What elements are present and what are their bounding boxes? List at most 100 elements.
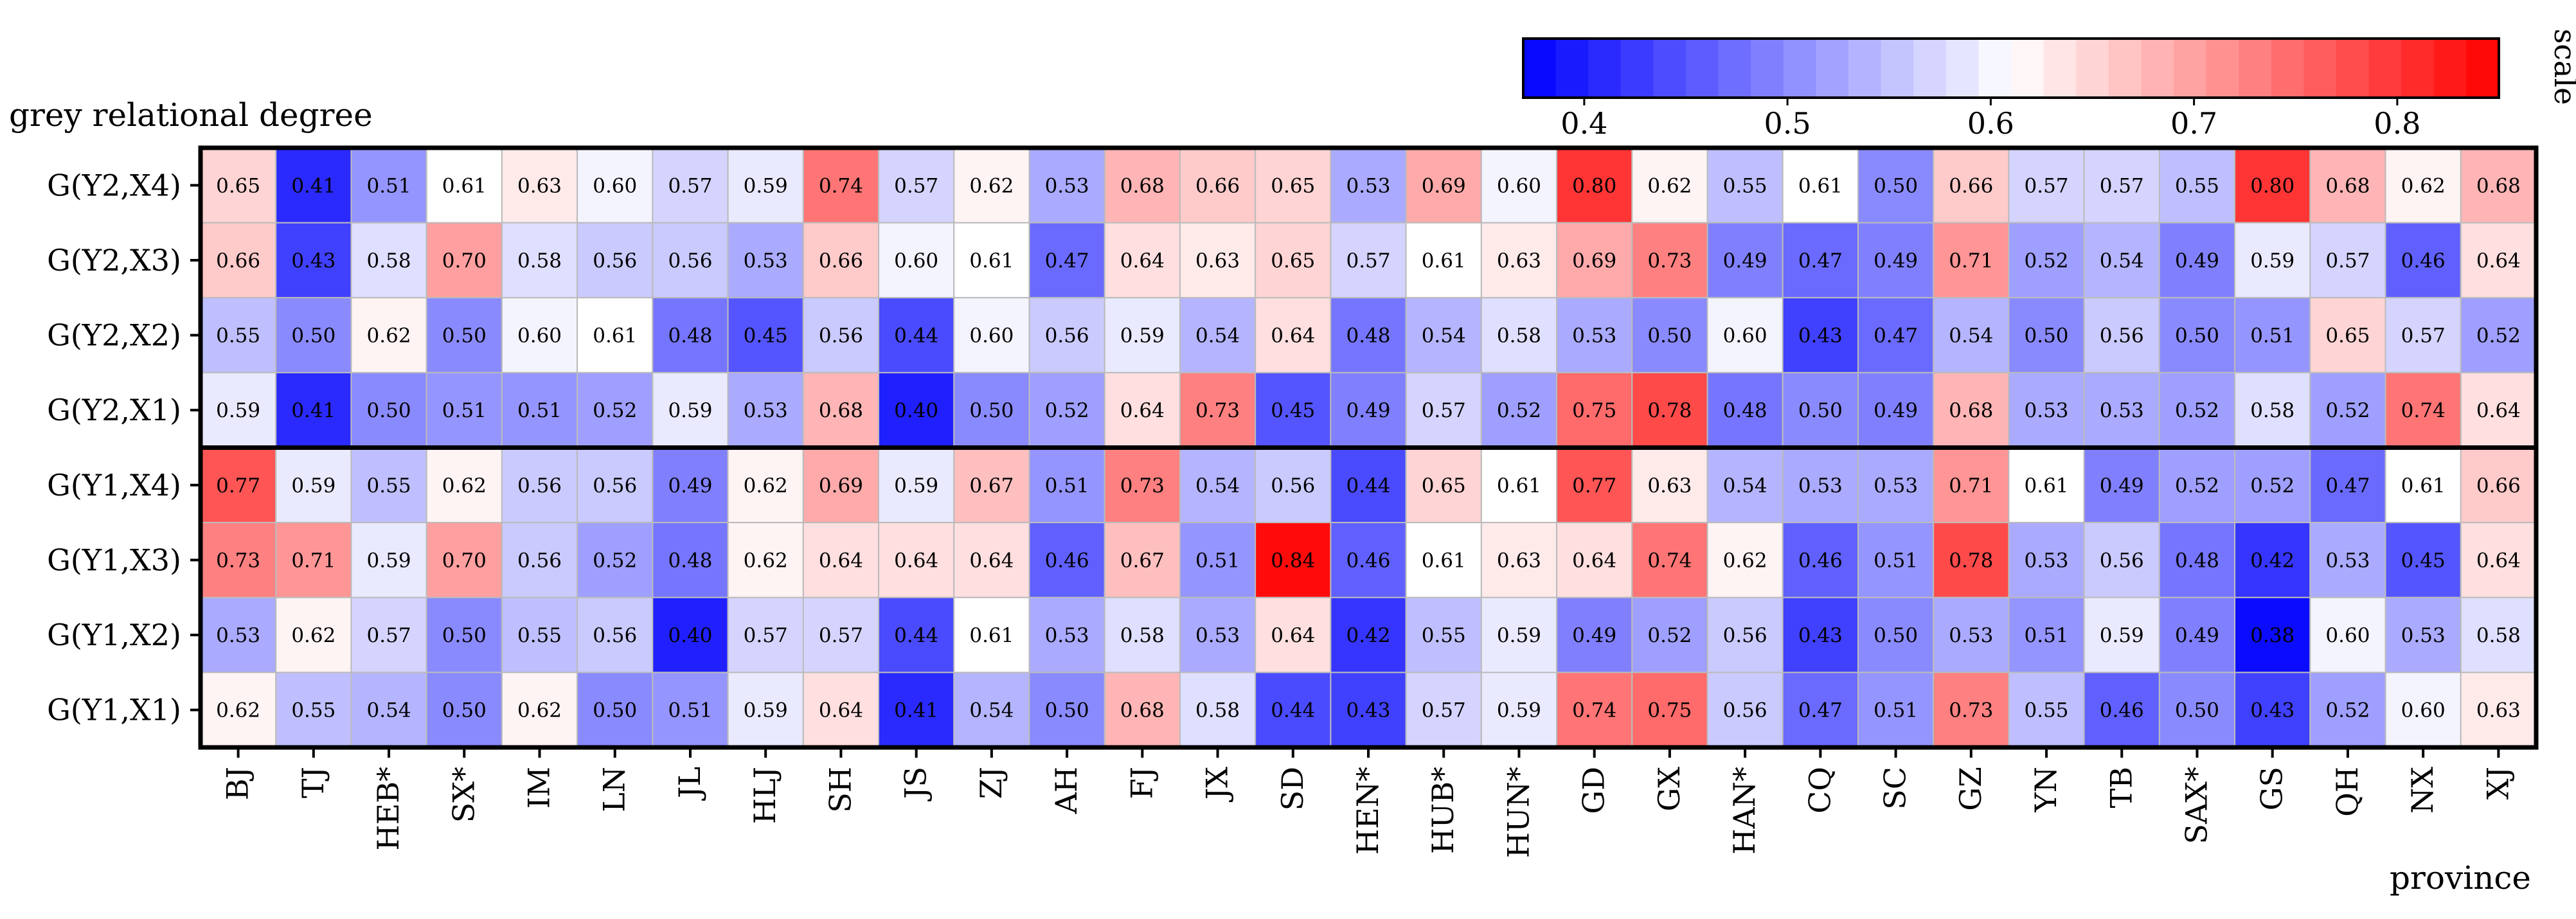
colorbar-tick-label: 0.8	[2374, 106, 2420, 141]
column-label: JL	[672, 767, 707, 801]
colorbar-segment	[2271, 39, 2304, 98]
cell-value-label: 0.54	[1195, 325, 1240, 348]
cell-value-label: 0.60	[1497, 174, 1541, 197]
heatmap-cell	[2384, 297, 2462, 373]
cell-value-label: 0.48	[2175, 549, 2219, 572]
cell-value-label: 0.56	[593, 624, 637, 647]
heatmap-cell	[2008, 222, 2085, 299]
heatmap-cell	[425, 447, 503, 524]
cell-value-label: 0.53	[1798, 474, 1843, 497]
heatmap-cell	[501, 672, 578, 749]
heatmap-cell	[1405, 371, 1482, 449]
cell-value-label: 0.58	[2476, 624, 2521, 647]
cell-value-label: 0.53	[1045, 174, 1089, 197]
cell-value-label: 0.41	[291, 174, 335, 197]
cell-value-label: 0.55	[1723, 174, 1767, 197]
row-label: G(Y1,X1)	[47, 693, 181, 727]
colorbar-segment	[1653, 39, 1686, 98]
heatmap-cell	[1179, 672, 1257, 749]
column-label: CQ	[1802, 767, 1837, 814]
cell-value-label: 0.50	[2175, 325, 2219, 348]
cell-value-label: 0.52	[1647, 624, 1692, 647]
cell-value-label: 0.70	[442, 249, 487, 272]
cell-value-label: 0.56	[819, 325, 863, 348]
cell-value-label: 0.58	[1120, 624, 1165, 647]
colorbar-segment	[1620, 39, 1654, 98]
heatmap-cell	[1255, 672, 1332, 749]
colorbar-segment	[1783, 39, 1816, 98]
heatmap-cell	[1782, 297, 1859, 373]
heatmap-cell	[1480, 371, 1558, 449]
cell-value-label: 0.46	[1346, 549, 1390, 572]
heatmap-cell	[1631, 596, 1708, 674]
cell-value-label: 0.63	[517, 174, 562, 197]
cell-value-label: 0.53	[1874, 474, 1918, 497]
cell-value-label: 0.60	[969, 325, 1014, 348]
row-label: G(Y2,X2)	[47, 318, 181, 353]
cell-value-label: 0.49	[668, 474, 712, 497]
row-label: G(Y2,X4)	[47, 168, 181, 202]
cell-value-label: 0.64	[1271, 624, 1315, 647]
cell-value-label: 0.51	[1045, 474, 1089, 497]
cell-value-label: 0.62	[517, 699, 562, 722]
heatmap-cell	[1255, 297, 1332, 373]
cell-value-label: 0.53	[1949, 624, 1993, 647]
heatmap-cell	[652, 596, 729, 674]
heatmap-cell	[1330, 371, 1407, 449]
cell-value-label: 0.69	[1422, 174, 1466, 197]
column-label: JX	[1200, 767, 1235, 802]
heatmap-cell	[2158, 447, 2236, 524]
cell-value-label: 0.41	[291, 399, 335, 422]
cell-value-label: 0.58	[1195, 699, 1240, 722]
colorbar-segment	[2239, 39, 2272, 98]
column-label: IM	[522, 767, 557, 808]
heatmap-cell	[1933, 447, 2010, 524]
heatmap-cell	[727, 297, 804, 373]
heatmap-cell	[1405, 522, 1482, 598]
heatmap-cell	[2158, 222, 2236, 299]
heatmap-cell	[1179, 147, 1257, 224]
cell-value-label: 0.46	[2401, 249, 2446, 272]
cell-value-label: 0.53	[2025, 399, 2069, 422]
heatmap-cell	[1857, 147, 1935, 224]
heatmap-cell	[1631, 222, 1708, 299]
cell-value-label: 0.53	[1195, 624, 1240, 647]
cell-value-label: 0.42	[1346, 624, 1390, 647]
cell-value-label: 0.63	[1195, 249, 1240, 272]
x-axis-label: province	[2390, 859, 2531, 897]
cell-value-label: 0.66	[2476, 474, 2521, 497]
heatmap-cell	[2008, 596, 2085, 674]
cell-value-label: 0.50	[291, 325, 335, 348]
heatmap-cell	[350, 371, 427, 449]
cell-value-label: 0.53	[744, 249, 788, 272]
cell-value-label: 0.58	[367, 249, 411, 272]
cell-value-label: 0.46	[1045, 549, 1089, 572]
cell-value-label: 0.53	[2401, 624, 2446, 647]
row-label: G(Y2,X1)	[47, 393, 181, 427]
cell-value-label: 0.68	[1120, 174, 1165, 197]
colorbar-segment	[1686, 39, 1719, 98]
heatmap-cell	[1255, 147, 1332, 224]
cell-value-label: 0.84	[1271, 549, 1315, 572]
heatmap-cell	[1556, 222, 1633, 299]
colorbar-tick-label: 0.6	[1967, 106, 2014, 141]
cell-value-label: 0.66	[1195, 174, 1240, 197]
cell-value-label: 0.57	[668, 174, 712, 197]
column-label: HEN*	[1350, 767, 1385, 855]
cell-value-label: 0.54	[1723, 474, 1767, 497]
cell-value-label: 0.54	[2100, 249, 2144, 272]
cell-value-label: 0.45	[1271, 399, 1315, 422]
cell-value-label: 0.53	[2100, 399, 2144, 422]
column-label: SD	[1275, 767, 1310, 810]
cell-value-label: 0.56	[517, 549, 562, 572]
cell-value-label: 0.55	[216, 325, 260, 348]
cell-value-label: 0.59	[291, 474, 335, 497]
heatmap-cell	[727, 222, 804, 299]
cell-value-label: 0.52	[2325, 399, 2370, 422]
colorbar-segment	[2011, 39, 2044, 98]
heatmap-cell	[2234, 147, 2311, 224]
heatmap-cell	[1405, 147, 1482, 224]
heatmap-cell	[1706, 147, 1784, 224]
cell-value-label: 0.73	[1949, 699, 1993, 722]
cell-value-label: 0.40	[894, 399, 938, 422]
